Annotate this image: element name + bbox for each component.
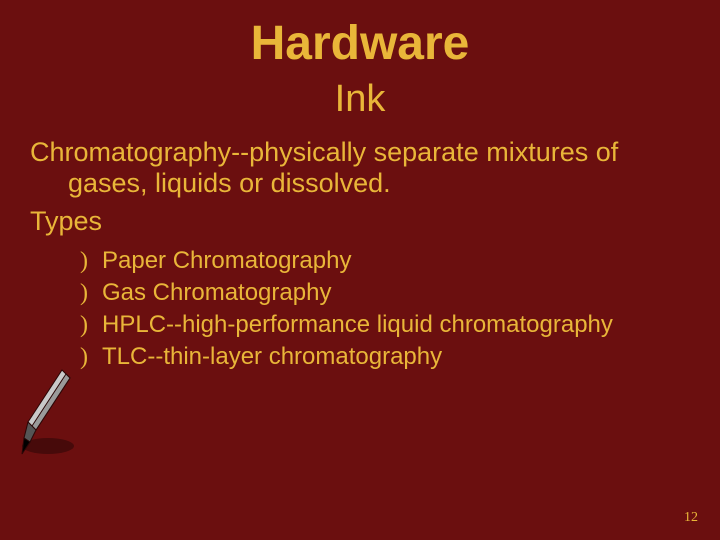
page-number: 12	[684, 510, 698, 526]
list-item: ) Gas Chromatography	[102, 278, 690, 308]
slide: Hardware Ink Chromatography--physically …	[0, 0, 720, 540]
bullet-icon: )	[80, 278, 88, 308]
bullet-icon: )	[80, 246, 88, 276]
bullet-text: TLC--thin-layer chromatography	[102, 343, 442, 370]
slide-subtitle: Ink	[0, 79, 720, 121]
bullet-text: Gas Chromatography	[102, 279, 331, 306]
pen-shape	[22, 370, 74, 454]
bullet-icon: )	[80, 342, 88, 372]
list-item: ) Paper Chromatography	[102, 246, 690, 276]
types-label: Types	[30, 206, 690, 238]
bullet-icon: )	[80, 310, 88, 340]
bullet-text: HPLC--high-performance liquid chromatogr…	[102, 311, 613, 338]
bullet-list: ) Paper Chromatography ) Gas Chromatogra…	[30, 246, 690, 372]
list-item: ) TLC--thin-layer chromatography	[102, 342, 690, 372]
slide-title: Hardware	[0, 0, 720, 71]
pen-icon	[18, 368, 78, 458]
body-paragraph: Chromatography--physically separate mixt…	[30, 137, 690, 201]
slide-body: Chromatography--physically separate mixt…	[0, 121, 720, 373]
bullet-text: Paper Chromatography	[102, 247, 351, 274]
list-item: ) HPLC--high-performance liquid chromato…	[102, 310, 690, 340]
